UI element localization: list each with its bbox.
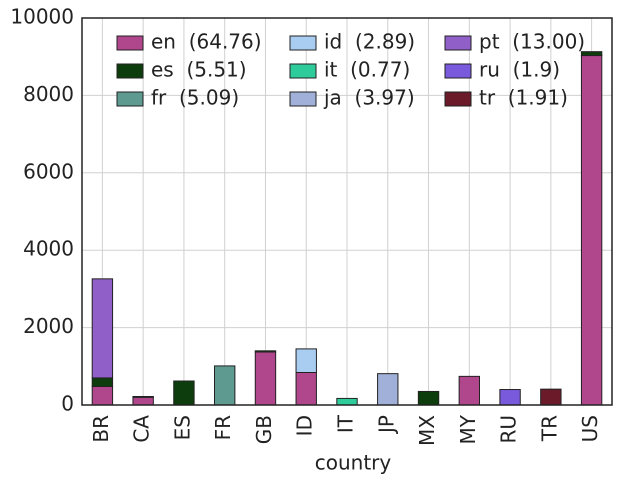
- bar-segment: [580, 55, 603, 406]
- x-tick-label: FR: [211, 415, 235, 441]
- legend-swatch: [116, 35, 144, 51]
- bar-segment: [91, 377, 114, 387]
- legend-label: it (0.77): [324, 58, 410, 82]
- legend-label: pt (13.00): [479, 30, 585, 54]
- legend-label: en (64.76): [151, 30, 262, 54]
- bar-segment: [214, 365, 236, 406]
- x-tick-label: JP: [374, 415, 398, 435]
- bar-segment: [254, 351, 277, 406]
- legend-label: es (5.51): [151, 58, 247, 82]
- x-tick-label: CA: [130, 415, 154, 443]
- x-tick-label: TR: [537, 415, 561, 442]
- bar-segment: [132, 395, 154, 398]
- legend-swatch: [116, 91, 144, 107]
- legend-label: tr (1.91): [479, 86, 568, 110]
- bar-segment: [336, 397, 358, 406]
- bar-segment: [91, 278, 114, 379]
- x-tick-label: BR: [89, 415, 113, 443]
- bar-segment: [132, 396, 154, 406]
- x-tick-label: ID: [293, 415, 317, 436]
- legend-label: ru (1.9): [479, 58, 560, 82]
- x-tick-label: MY: [456, 414, 480, 444]
- x-tick-label: ES: [170, 415, 194, 440]
- x-tick-label: GB: [252, 415, 276, 444]
- legend-swatch: [289, 35, 317, 51]
- y-tick-label: 10000: [10, 5, 74, 29]
- bar-segment: [254, 350, 277, 353]
- x-tick-label: RU: [497, 415, 521, 444]
- legend-swatch: [289, 91, 317, 107]
- legend-swatch: [444, 35, 472, 51]
- x-tick-label: US: [578, 415, 602, 442]
- bar-segment: [458, 375, 481, 406]
- bar-segment: [91, 385, 114, 406]
- legend-label: ja (3.97): [323, 86, 415, 110]
- bar-segment: [540, 388, 562, 406]
- y-tick-label: 0: [61, 392, 74, 416]
- y-tick-label: 2000: [23, 314, 74, 338]
- bar-segment: [295, 371, 317, 406]
- bar-segment: [377, 373, 399, 406]
- x-tick-label: IT: [334, 414, 358, 433]
- legend-swatch: [444, 91, 472, 107]
- y-tick-label: 6000: [23, 159, 74, 183]
- plot-frame: [81, 17, 613, 406]
- bar-segment: [499, 389, 521, 406]
- x-axis-label: country: [315, 451, 392, 475]
- y-tick-label: 4000: [23, 237, 74, 261]
- legend-label: id (2.89): [324, 30, 415, 54]
- bar-segment: [295, 348, 317, 373]
- bar-segment: [417, 390, 440, 406]
- x-tick-label: MX: [415, 415, 439, 446]
- legend-label: fr (5.09): [151, 86, 239, 110]
- y-tick-label: 8000: [23, 82, 74, 106]
- legend-swatch: [116, 63, 144, 79]
- legend-swatch: [444, 63, 472, 79]
- bar-segment: [173, 380, 195, 406]
- bar-segment: [580, 51, 603, 57]
- legend-swatch: [289, 63, 317, 79]
